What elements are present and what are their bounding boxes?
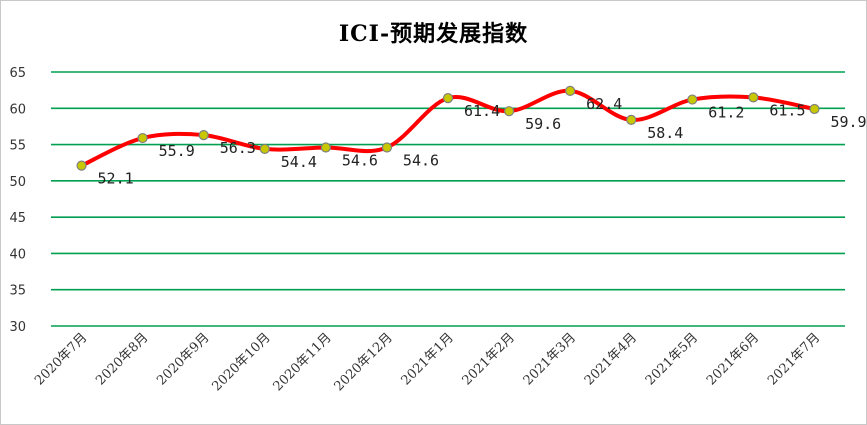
data-point [76,160,87,171]
y-tick-label: 40 [9,247,26,262]
data-point [748,92,759,103]
data-point [137,132,148,144]
data-label: 54.6 [403,151,439,169]
data-label: 52.1 [98,170,134,188]
y-tick-label: 50 [9,175,26,190]
data-point [442,93,454,104]
y-tick-label: 55 [9,139,26,154]
x-tick-label: 2021年3月 [521,330,579,388]
data-label: 55.9 [159,142,195,160]
x-tick-label: 2020年8月 [93,330,151,388]
data-label: 61.2 [708,104,744,122]
x-tick-label: 2020年12月 [332,330,396,394]
y-tick-label: 30 [9,320,26,335]
data-point [565,85,576,96]
data-point [381,142,393,153]
x-tick-label: 2020年11月 [271,330,335,394]
data-point [687,94,698,105]
x-tick-label: 2021年6月 [704,330,762,388]
data-label: 61.4 [464,102,500,120]
x-tick-label: 2021年4月 [582,330,640,388]
data-labels: 52.1 55.9 56.3 54.4 54.6 54.6 61.4 59.6 62.4 58.4… [98,95,867,188]
data-point [259,143,270,155]
x-tick-label: 2021年7月 [765,330,823,388]
data-point [320,142,331,153]
data-label: 54.6 [342,151,378,169]
gridlines [51,71,845,327]
x-axis: 2020年7月 2020年8月 2020年9月2020年10月2020年11月202… [32,330,823,394]
data-label: 59.9 [830,113,866,131]
y-axis: 30 35 40 45 50 55 60 65 [9,66,26,335]
data-label: 54.4 [281,153,317,171]
x-tick-label: 2021年1月 [399,330,457,388]
x-tick-label: 2020年9月 [154,330,212,388]
data-label: 61.5 [769,101,805,119]
y-tick-label: 45 [9,211,26,226]
data-label: 58.4 [647,124,683,142]
y-tick-label: 60 [9,102,26,117]
chart-title: ICI-预期发展指数 [338,21,529,47]
markers [76,85,820,171]
data-label: 56.3 [220,139,256,157]
y-tick-label: 35 [9,284,26,299]
x-tick-label: 2021年5月 [643,330,701,388]
data-label: 59.6 [525,115,561,133]
data-point [809,103,820,115]
data-point [503,106,515,117]
x-tick-label: 2021年2月 [460,330,518,388]
x-tick-label: 2020年7月 [32,330,90,388]
x-tick-label: 2020年10月 [210,330,274,394]
data-label: 62.4 [586,95,622,113]
data-point [198,130,209,141]
data-point [626,114,637,125]
y-tick-label: 65 [9,66,26,81]
